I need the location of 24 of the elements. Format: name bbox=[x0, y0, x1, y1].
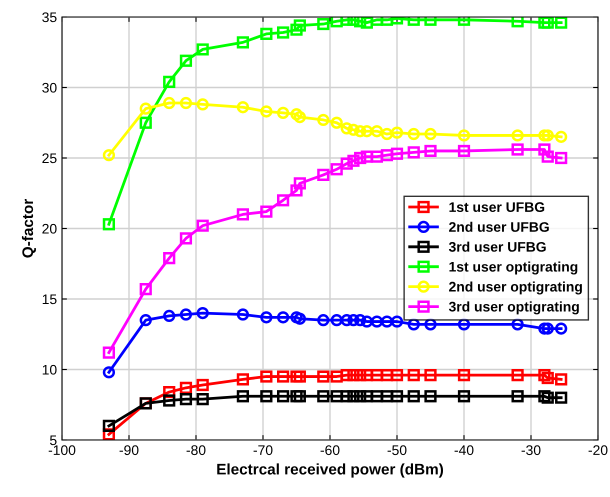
y-axis-title: Q-factor bbox=[22, 199, 36, 258]
x-tick-label: -100 bbox=[48, 445, 76, 456]
legend-label: 2nd user UFBG bbox=[449, 222, 549, 232]
x-tick-label: -70 bbox=[254, 445, 272, 456]
y-tick-label: 5 bbox=[50, 435, 57, 446]
legend-label: 2nd user optigrating bbox=[449, 281, 582, 294]
y-tick-label: 20 bbox=[42, 224, 57, 234]
legend-label: 1st user UFBG bbox=[449, 202, 544, 212]
x-tick-label: -50 bbox=[388, 445, 406, 456]
y-tick-label: 15 bbox=[42, 294, 57, 304]
x-tick-label: -90 bbox=[120, 445, 138, 456]
legend-label: 3rd user optigrating bbox=[448, 301, 579, 314]
y-tick-label: 35 bbox=[42, 12, 57, 22]
x-tick-label: -20 bbox=[588, 445, 608, 456]
x-tick-label: -30 bbox=[522, 445, 540, 456]
y-tick-label: 25 bbox=[42, 153, 57, 164]
x-tick-label: -60 bbox=[320, 445, 340, 456]
legend-label: 3rd user UFBG bbox=[448, 242, 546, 252]
x-tick-label: -80 bbox=[186, 445, 206, 456]
x-tick-label: -40 bbox=[454, 445, 474, 456]
x-axis-title: Electrcal received power (dBm) bbox=[217, 463, 444, 478]
legend-label: 1st user optigrating bbox=[449, 261, 578, 274]
y-tick-label: 30 bbox=[42, 82, 57, 93]
y-tick-label: 10 bbox=[42, 364, 57, 375]
